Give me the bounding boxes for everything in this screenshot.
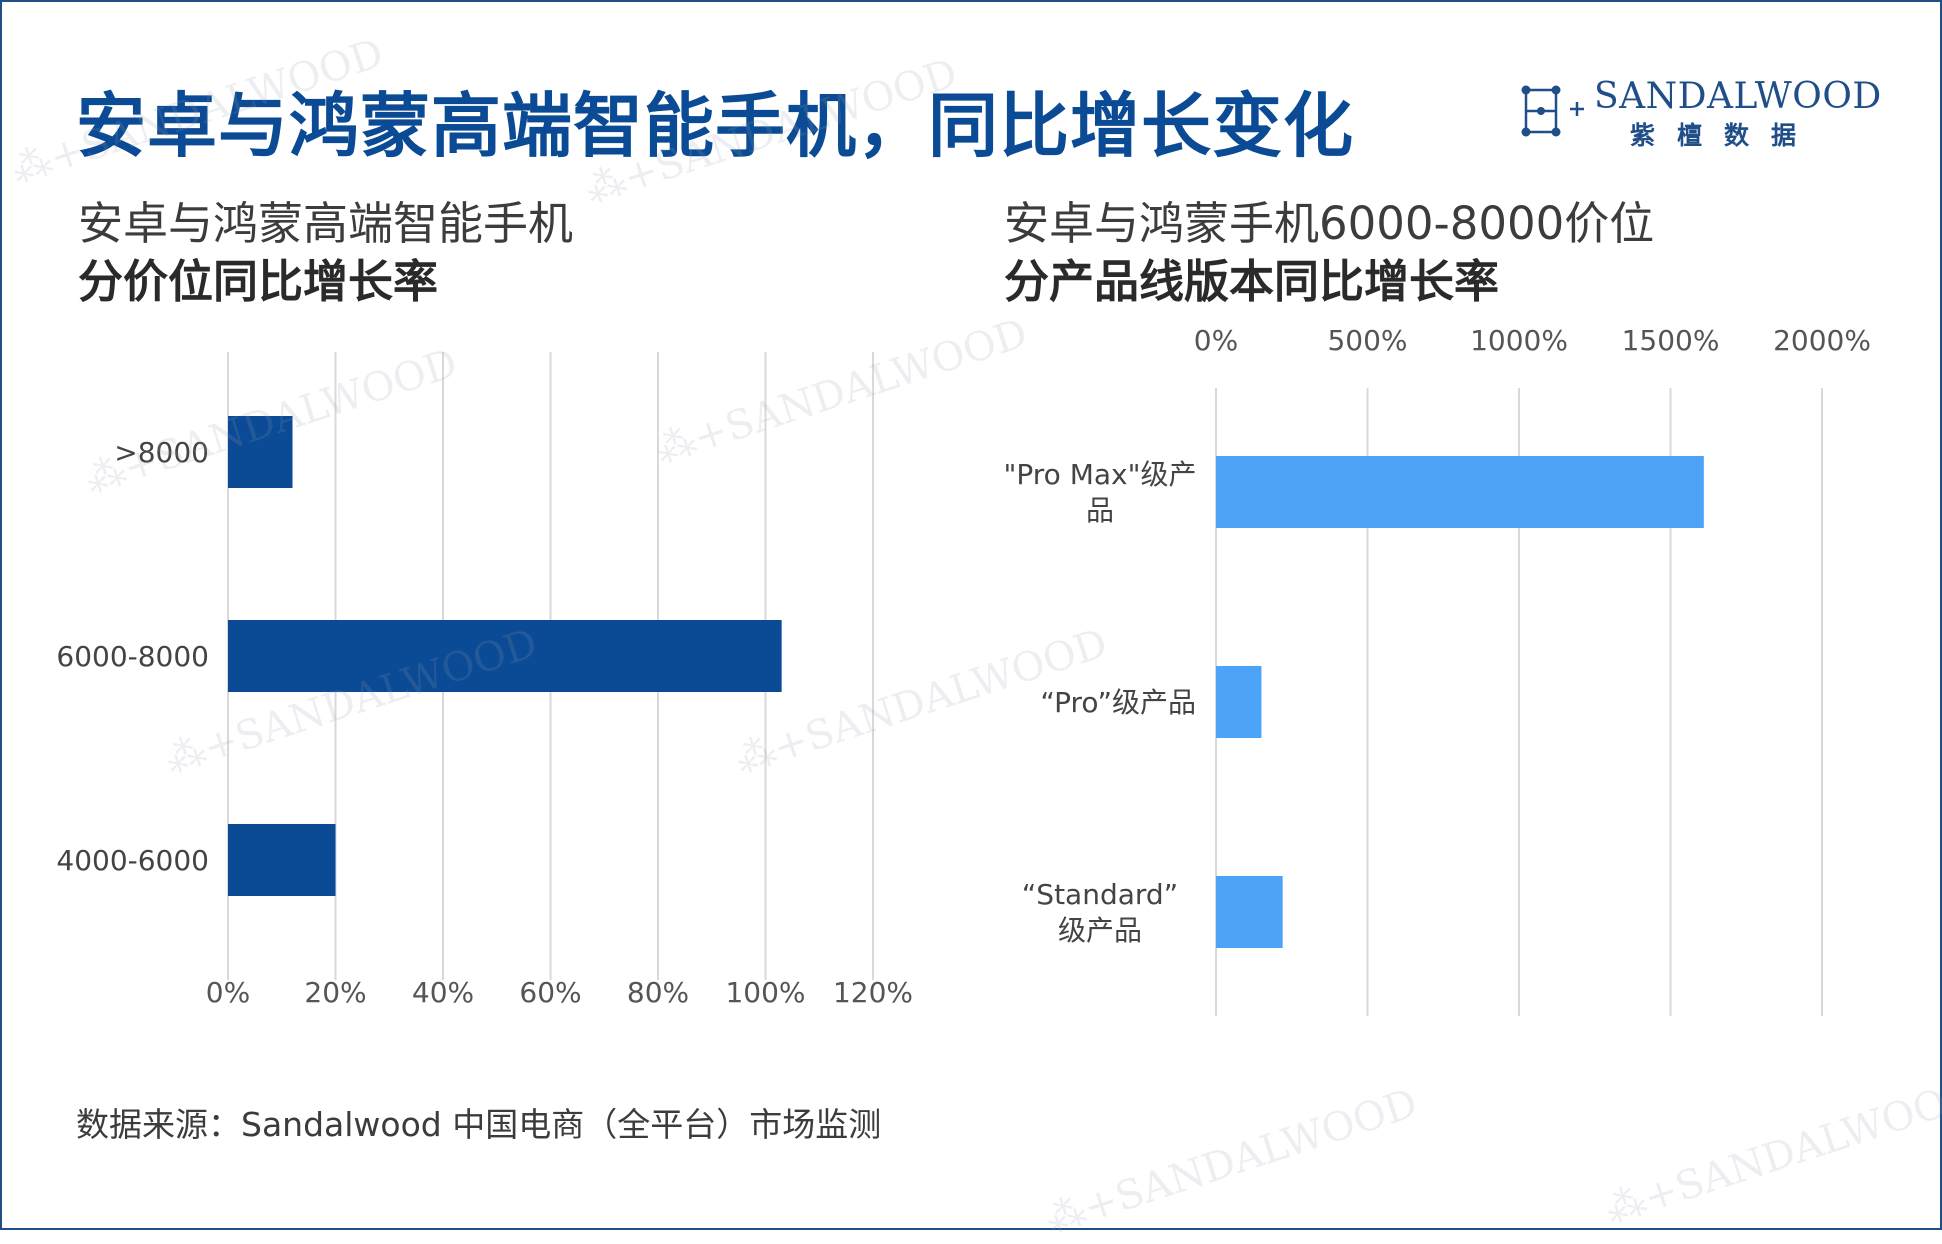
right-category-label: "Pro Max"级产品: [1004, 458, 1197, 527]
page-title: 安卓与鸿蒙高端智能手机，同比增长变化: [76, 85, 1354, 167]
left-category-label: 4000-6000: [56, 844, 209, 877]
left-tick-label: 80%: [627, 976, 689, 1009]
right-bar: [1216, 456, 1704, 528]
left-tick-label: 100%: [725, 976, 805, 1009]
left-tick-label: 0%: [206, 976, 250, 1009]
left-tick-label: 20%: [304, 976, 366, 1009]
right-tick-label: 1500%: [1622, 324, 1720, 357]
right-bar: [1216, 666, 1262, 738]
right-category-label: “Standard”级产品: [1022, 878, 1178, 947]
left-subtitle-line1: 安卓与鸿蒙高端智能手机: [78, 197, 574, 250]
right-tick-label: 1000%: [1470, 324, 1568, 357]
left-tick-label: 60%: [519, 976, 581, 1009]
left-category-label: >8000: [114, 436, 209, 469]
left-bar: [228, 824, 336, 896]
left-bar: [228, 620, 782, 692]
right-tick-label: 0%: [1194, 324, 1238, 357]
logo-chinese: 紫檀数据: [1630, 121, 1819, 150]
right-category-label: “Pro”级产品: [1040, 686, 1196, 719]
right-subtitle-line2: 分产品线版本同比增长率: [1004, 255, 1500, 308]
logo-mark-icon: [1521, 85, 1584, 137]
left-tick-label: 120%: [833, 976, 913, 1009]
right-tick-label: 2000%: [1773, 324, 1871, 357]
right-chart-subtitle: 安卓与鸿蒙手机6000-8000价位 分产品线版本同比增长率: [1004, 195, 1654, 311]
left-bar: [228, 416, 293, 488]
left-subtitle-line2: 分价位同比增长率: [78, 255, 439, 308]
right-subtitle-line1: 安卓与鸿蒙手机6000-8000价位: [1004, 197, 1655, 250]
left-tick-label: 40%: [412, 976, 474, 1009]
sandalwood-logo: SANDALWOOD 紫檀数据: [1518, 76, 1881, 152]
right-tick-label: 500%: [1327, 324, 1407, 357]
right-bar: [1216, 876, 1283, 948]
left-category-label: 6000-8000: [56, 640, 209, 673]
logo-wordmark: SANDALWOOD: [1594, 76, 1882, 117]
left-chart-subtitle: 安卓与鸿蒙高端智能手机 分价位同比增长率: [78, 195, 573, 311]
data-source-note: 数据来源：Sandalwood 中国电商（全平台）市场监测: [76, 1105, 882, 1144]
